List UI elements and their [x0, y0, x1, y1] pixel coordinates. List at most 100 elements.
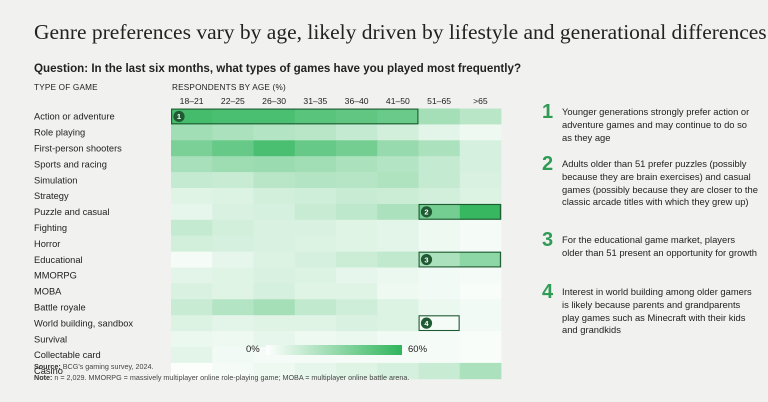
- heatmap-cell: [336, 108, 378, 125]
- age-column-label: 22–25: [221, 96, 245, 106]
- age-column-label: 18–21: [180, 96, 204, 106]
- heatmap-cell: [418, 156, 461, 173]
- heatmap-cell: [336, 315, 378, 332]
- heatmap-cell: [294, 315, 337, 332]
- heatmap-cell: [253, 108, 296, 125]
- heatmap-cell: [253, 124, 296, 141]
- heatmap-cell: [418, 299, 461, 316]
- heatmap-cell: [294, 124, 337, 141]
- game-type-label: Strategy: [34, 191, 69, 201]
- heatmap-cell: [294, 251, 337, 268]
- heatmap-cell: [212, 140, 254, 157]
- heatmap-cell: [171, 267, 213, 284]
- heatmap-cell: [336, 156, 378, 173]
- heatmap-cell: [377, 124, 419, 141]
- heatmap-cell: [418, 331, 461, 348]
- game-type-label: Survival: [34, 334, 67, 344]
- note-text-1: Younger generations strongly prefer acti…: [562, 106, 750, 143]
- heatmap-cell: [377, 283, 419, 300]
- heatmap-cell: [418, 362, 461, 380]
- heatmap-cell: [459, 203, 502, 221]
- heatmap-cell: [377, 267, 419, 284]
- age-column-label: 41–50: [386, 96, 410, 106]
- heatmap-cell: [459, 172, 502, 189]
- heatmap-cell: [253, 331, 296, 348]
- legend-color-scale: [266, 345, 402, 355]
- heatmap-cell: [336, 251, 378, 268]
- note-number-2: 2: [542, 153, 554, 175]
- note-text-4: Interest in world building among older g…: [562, 286, 752, 336]
- game-type-label: Collectable card: [34, 350, 101, 360]
- callout-marker: [420, 253, 433, 266]
- heatmap-cell: [212, 108, 254, 125]
- heatmap-cell: [377, 315, 419, 332]
- heatmap-cell: [212, 219, 254, 237]
- heatmap-cell: [212, 203, 254, 221]
- note-number-3: 3: [542, 229, 554, 251]
- heatmap-cell: [459, 235, 502, 252]
- heatmap-cell: [171, 299, 213, 316]
- heatmap-cell: [253, 315, 296, 332]
- source-label: Source:: [34, 362, 61, 371]
- game-type-label: Fighting: [34, 223, 67, 233]
- heatmap-cell: [377, 140, 419, 157]
- heatmap-cell: [253, 188, 296, 205]
- heatmap-cell: [459, 124, 502, 141]
- age-column-label: 51–65: [427, 96, 451, 106]
- heatmap-cell: [336, 299, 378, 316]
- callout-highlight-box: [418, 251, 501, 268]
- heatmap-cell: [294, 331, 337, 348]
- heatmap-cell: [171, 283, 213, 300]
- heatmap-cell: [171, 315, 213, 332]
- heatmap-cell: [253, 203, 296, 221]
- heatmap-cell: [253, 140, 296, 157]
- heatmap-cell: [253, 235, 296, 252]
- game-type-label: First-person shooters: [34, 143, 122, 153]
- heatmap-cell: [459, 108, 502, 125]
- heatmap-cell: [459, 267, 502, 284]
- callout-highlight-box: [171, 108, 419, 125]
- heatmap-cell: [336, 188, 378, 205]
- heatmap-cell: [212, 299, 254, 316]
- heatmap-cell: [212, 331, 254, 348]
- heatmap-cell: [212, 315, 254, 332]
- heatmap-cell: [171, 219, 213, 237]
- age-column-label: 36–40: [345, 96, 369, 106]
- heatmap-cell: [294, 283, 337, 300]
- heatmap-cell: [253, 156, 296, 173]
- heatmap-cell: [336, 203, 378, 221]
- heatmap-cell: [459, 331, 502, 348]
- respondents-by-age-header: RESPONDENTS BY AGE (%): [172, 83, 286, 92]
- heatmap-cell: [459, 283, 502, 300]
- heatmap-cell: [212, 267, 254, 284]
- note-text: n = 2,029. MMORPG = massively multiplaye…: [52, 373, 410, 382]
- heatmap-cell: [377, 156, 419, 173]
- age-column-label: 31–35: [303, 96, 327, 106]
- heatmap-cell: [171, 156, 213, 173]
- heatmap-cell: [459, 251, 502, 268]
- heatmap-cell: [294, 140, 337, 157]
- heatmap-cell: [171, 235, 213, 252]
- heatmap-cell: [171, 362, 213, 380]
- heatmap-cell: [418, 235, 461, 252]
- heatmap-cell: [336, 172, 378, 189]
- heatmap-cell: [418, 283, 461, 300]
- footer-source: Source: BCG's gaming survey, 2024.: [34, 362, 154, 371]
- heatmap-cell: [377, 362, 419, 380]
- game-type-label: Simulation: [34, 175, 77, 185]
- heatmap-cell: [377, 235, 419, 252]
- source-text: BCG's gaming survey, 2024.: [60, 362, 154, 371]
- heatmap-cell: [294, 108, 337, 125]
- callout-number: 1: [177, 112, 181, 121]
- game-type-label: Puzzle and casual: [34, 207, 109, 217]
- game-type-label: Casino: [34, 366, 63, 376]
- heatmap-cell: [212, 156, 254, 173]
- heatmap-cell: [418, 347, 461, 364]
- heatmap-cell: [171, 140, 213, 157]
- game-type-label: Sports and racing: [34, 159, 107, 169]
- heatmap-cell: [171, 172, 213, 189]
- heatmap-cell: [171, 331, 213, 348]
- heatmap-cell: [212, 362, 254, 380]
- heatmap-cell: [336, 362, 378, 380]
